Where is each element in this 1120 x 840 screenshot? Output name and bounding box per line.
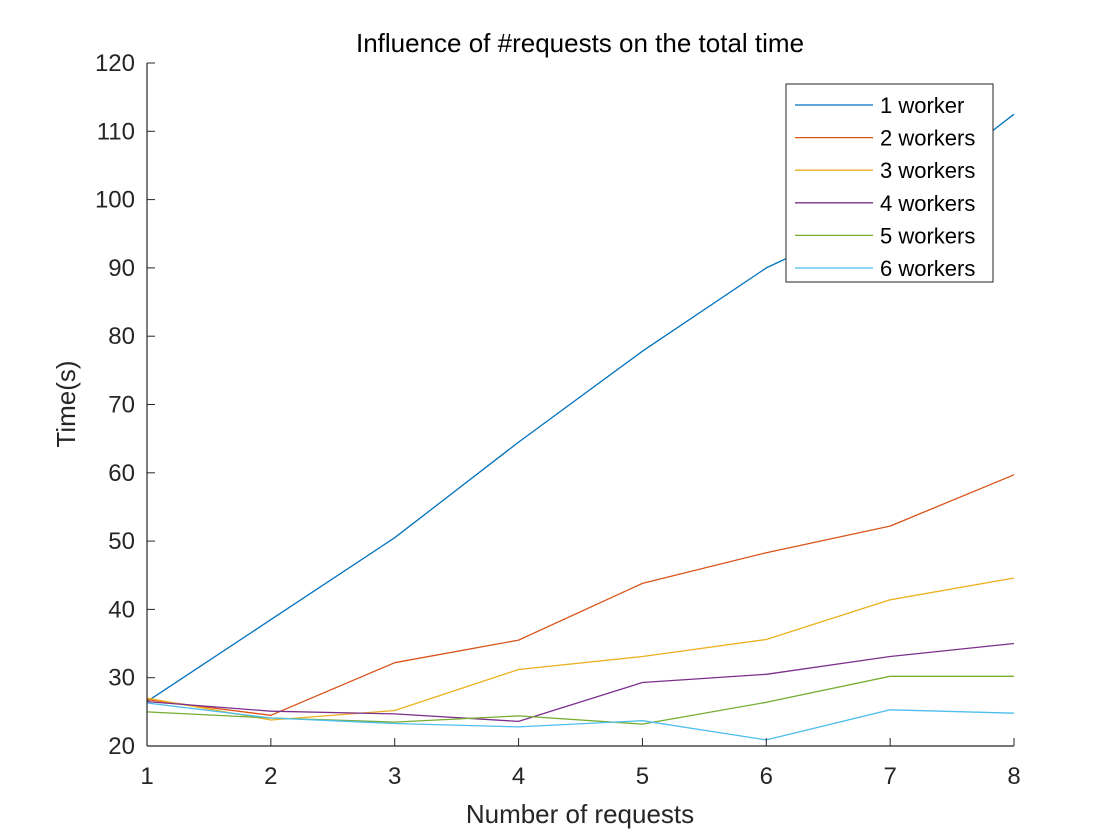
x-tick-label: 7 xyxy=(883,763,896,790)
y-axis-ticks: 20 30 40 50 60 70 80 90 100 110 120 xyxy=(95,50,155,760)
x-tick-label: 1 xyxy=(140,763,153,790)
x-axis-ticks: 1 2 3 4 5 6 7 8 xyxy=(140,738,1021,790)
y-tick-label: 20 xyxy=(108,733,135,760)
series-line-4 xyxy=(146,642,1015,723)
x-tick-label: 5 xyxy=(636,763,649,790)
x-tick-label: 8 xyxy=(1007,763,1020,790)
y-tick-label: 60 xyxy=(108,460,135,487)
legend-label: 4 workers xyxy=(880,191,975,216)
y-tick-label: 30 xyxy=(108,665,135,692)
x-tick-label: 3 xyxy=(388,763,401,790)
y-tick-label: 40 xyxy=(108,596,135,623)
legend-label: 1 worker xyxy=(880,93,964,118)
legend: 1 worker 2 workers 3 workers 4 workers 5 wor… xyxy=(785,83,994,283)
legend-label: 6 workers xyxy=(880,256,975,281)
x-tick-label: 4 xyxy=(512,763,525,790)
legend-label: 2 workers xyxy=(880,126,975,151)
y-tick-label: 80 xyxy=(108,323,135,350)
series-line-2 xyxy=(146,474,1015,716)
chart-title: Influence of #requests on the total time xyxy=(356,28,804,58)
y-tick-label: 50 xyxy=(108,528,135,555)
x-tick-label: 2 xyxy=(264,763,277,790)
legend-label: 3 workers xyxy=(880,158,975,183)
y-axis-title: Time(s) xyxy=(51,360,81,447)
legend-box xyxy=(785,83,994,283)
y-tick-label: 110 xyxy=(97,118,135,145)
x-tick-label: 6 xyxy=(760,763,773,790)
y-tick-label: 90 xyxy=(108,255,135,282)
y-tick-label: 120 xyxy=(95,50,135,77)
series-line-6 xyxy=(146,702,1015,741)
y-tick-label: 100 xyxy=(95,187,135,214)
legend-label: 5 workers xyxy=(880,223,975,248)
y-tick-label: 70 xyxy=(108,392,135,419)
x-axis-title: Number of requests xyxy=(466,799,694,829)
